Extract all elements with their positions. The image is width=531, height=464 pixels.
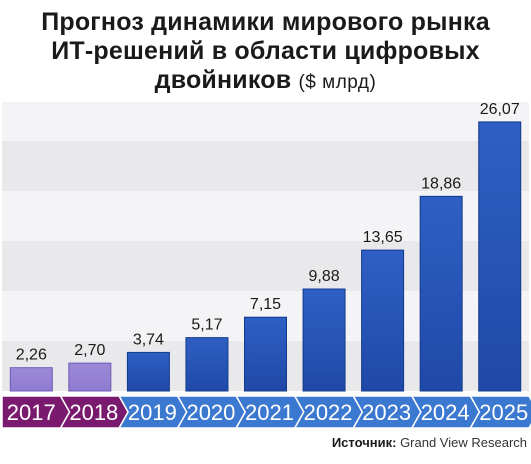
year-label-2024: 2024 bbox=[421, 400, 470, 425]
value-label-2025: 26,07 bbox=[480, 101, 520, 118]
year-label-2021: 2021 bbox=[245, 400, 294, 425]
year-label-2017: 2017 bbox=[7, 400, 56, 425]
source-note: Источник: Grand View Research bbox=[332, 435, 527, 450]
bars bbox=[9, 121, 522, 392]
year-arrow-2025 bbox=[469, 395, 531, 429]
year-label-2018: 2018 bbox=[69, 400, 118, 425]
value-label-2019: 3,74 bbox=[133, 331, 164, 348]
bar-2022 bbox=[302, 288, 346, 392]
value-label-2017: 2,26 bbox=[16, 347, 47, 364]
value-label-2022: 9,88 bbox=[308, 268, 339, 285]
title-line-2: ИТ-решений в области цифровых bbox=[51, 37, 480, 65]
year-label-2025: 2025 bbox=[479, 400, 528, 425]
title-line-3-text: двойников bbox=[154, 66, 292, 94]
value-label-2021: 7,15 bbox=[250, 296, 281, 313]
title-line-3: двойников ($ млрд) bbox=[0, 66, 531, 97]
year-label-2023: 2023 bbox=[362, 400, 411, 425]
value-label-2024: 18,86 bbox=[421, 175, 461, 192]
bar-2018 bbox=[68, 362, 112, 392]
bar-2024 bbox=[419, 195, 463, 392]
source-label: Источник: bbox=[331, 435, 397, 450]
value-labels: 2,26 2,70 3,74 5,17 7,15 9,88 13,65 18,86 26,07 bbox=[16, 101, 520, 364]
year-label-2020: 2020 bbox=[186, 400, 235, 425]
source-value: Grand View Research bbox=[400, 435, 527, 450]
year-label-2022: 2022 bbox=[304, 400, 353, 425]
bar-chart: 2,26 2,703,745,177,159,8813,6518,8626,07 … bbox=[1, 101, 531, 429]
value-label-2023: 13,65 bbox=[363, 229, 403, 246]
grid-band bbox=[2, 141, 529, 191]
value-label-2018: 2,70 bbox=[74, 342, 105, 359]
title-line-1: Прогноз динамики мирового рынка bbox=[41, 8, 490, 36]
title-unit: ($ млрд) bbox=[298, 72, 377, 93]
year-axis: 2017 2018 2019 2020 2021 2022 2023 2024 2025 bbox=[1, 395, 531, 429]
year-label-2019: 2019 bbox=[128, 400, 177, 425]
bar-2020 bbox=[185, 337, 229, 392]
bar-2021 bbox=[244, 316, 287, 392]
bar-2017 bbox=[9, 367, 53, 392]
grid-band bbox=[2, 102, 529, 141]
bar-2019 bbox=[126, 351, 170, 392]
chart-title: Прогноз динамики мирового рынка ИТ-решен… bbox=[0, 8, 531, 97]
value-label-2020: 5,17 bbox=[191, 317, 222, 334]
bar-2023 bbox=[361, 249, 405, 392]
bar-2025 bbox=[478, 121, 522, 392]
